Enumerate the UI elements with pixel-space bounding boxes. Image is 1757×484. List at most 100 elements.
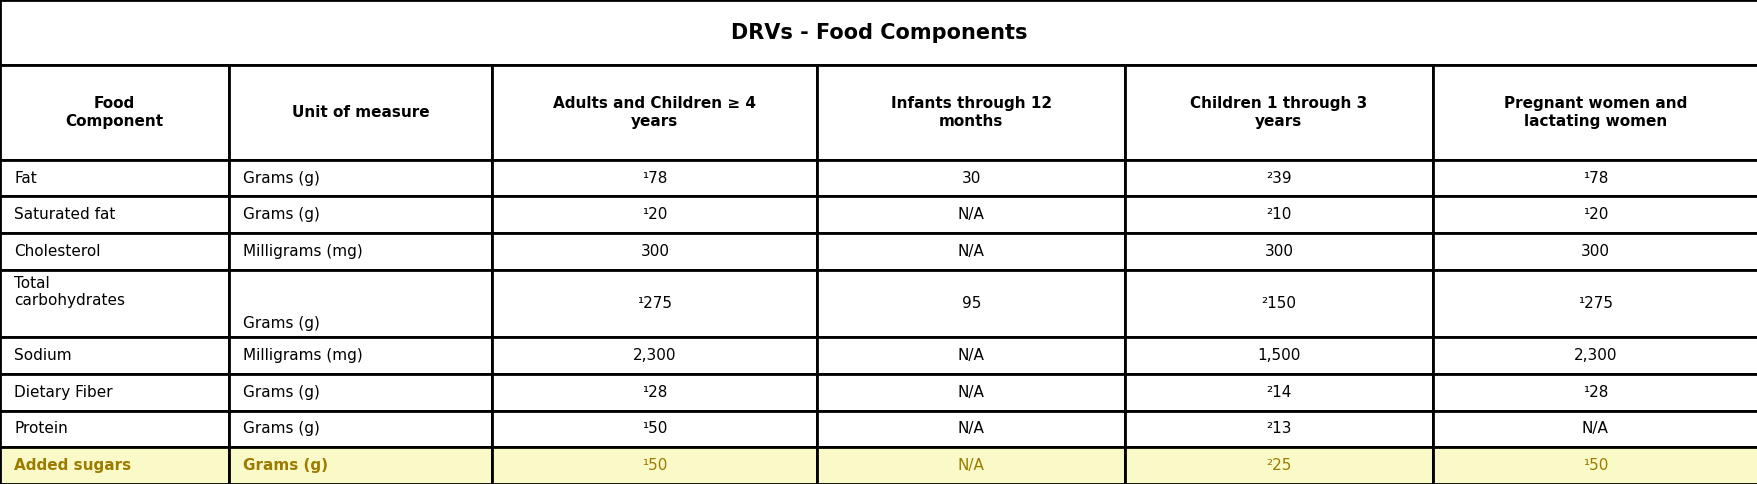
- Bar: [1124, 410, 1432, 447]
- Bar: [228, 374, 492, 410]
- Bar: [0, 65, 228, 160]
- Bar: [1124, 233, 1432, 270]
- Bar: [0, 410, 228, 447]
- Bar: [492, 233, 817, 270]
- Text: Adults and Children ≥ 4
years: Adults and Children ≥ 4 years: [553, 96, 756, 129]
- Text: 300: 300: [640, 244, 669, 259]
- Bar: [1432, 447, 1757, 484]
- Text: 300: 300: [1263, 244, 1293, 259]
- Bar: [0, 447, 228, 484]
- Bar: [1432, 337, 1757, 374]
- Bar: [817, 160, 1124, 197]
- Text: N/A: N/A: [958, 348, 984, 363]
- Bar: [817, 197, 1124, 233]
- Bar: [0, 337, 228, 374]
- Bar: [817, 410, 1124, 447]
- Text: Sodium: Sodium: [14, 348, 72, 363]
- Text: Pregnant women and
lactating women: Pregnant women and lactating women: [1502, 96, 1687, 129]
- Bar: [0, 0, 1757, 65]
- Bar: [1432, 410, 1757, 447]
- Bar: [1124, 65, 1432, 160]
- Text: ¹275: ¹275: [638, 296, 671, 311]
- Bar: [1432, 65, 1757, 160]
- Text: ¹28: ¹28: [1581, 385, 1608, 400]
- Text: ¹28: ¹28: [641, 385, 668, 400]
- Text: ¹20: ¹20: [1581, 207, 1608, 222]
- Text: 95: 95: [961, 296, 980, 311]
- Text: ²150: ²150: [1262, 296, 1295, 311]
- Bar: [492, 374, 817, 410]
- Bar: [0, 270, 228, 337]
- Bar: [817, 447, 1124, 484]
- Text: Grams (g): Grams (g): [242, 207, 320, 222]
- Text: N/A: N/A: [958, 458, 984, 473]
- Bar: [817, 270, 1124, 337]
- Text: N/A: N/A: [958, 207, 984, 222]
- Text: DRVs - Food Components: DRVs - Food Components: [731, 23, 1026, 43]
- Text: Protein: Protein: [14, 422, 69, 437]
- Text: Grams (g): Grams (g): [242, 170, 320, 185]
- Bar: [1432, 270, 1757, 337]
- Bar: [492, 160, 817, 197]
- Text: ²14: ²14: [1265, 385, 1291, 400]
- Bar: [0, 233, 228, 270]
- Text: N/A: N/A: [1581, 422, 1608, 437]
- Bar: [1432, 374, 1757, 410]
- Bar: [492, 270, 817, 337]
- Bar: [1124, 337, 1432, 374]
- Bar: [817, 337, 1124, 374]
- Text: ²13: ²13: [1265, 422, 1291, 437]
- Bar: [1124, 374, 1432, 410]
- Bar: [817, 374, 1124, 410]
- Text: 300: 300: [1580, 244, 1609, 259]
- Text: Grams (g): Grams (g): [242, 317, 320, 332]
- Text: Saturated fat: Saturated fat: [14, 207, 116, 222]
- Text: Added sugars: Added sugars: [14, 458, 132, 473]
- Bar: [817, 65, 1124, 160]
- Bar: [492, 410, 817, 447]
- Text: ¹20: ¹20: [641, 207, 668, 222]
- Bar: [1124, 160, 1432, 197]
- Text: 2,300: 2,300: [1573, 348, 1616, 363]
- Text: Grams (g): Grams (g): [242, 422, 320, 437]
- Bar: [0, 160, 228, 197]
- Text: Fat: Fat: [14, 170, 37, 185]
- Text: Food
Component: Food Component: [65, 96, 163, 129]
- Text: Grams (g): Grams (g): [242, 458, 327, 473]
- Bar: [492, 447, 817, 484]
- Text: ¹50: ¹50: [641, 422, 668, 437]
- Bar: [1432, 233, 1757, 270]
- Bar: [1124, 270, 1432, 337]
- Bar: [0, 374, 228, 410]
- Text: ²10: ²10: [1265, 207, 1291, 222]
- Bar: [228, 447, 492, 484]
- Text: Unit of measure: Unit of measure: [292, 105, 429, 120]
- Bar: [1124, 197, 1432, 233]
- Bar: [228, 233, 492, 270]
- Bar: [0, 197, 228, 233]
- Text: ¹50: ¹50: [641, 458, 668, 473]
- Text: ¹78: ¹78: [1581, 170, 1608, 185]
- Text: Grams (g): Grams (g): [242, 385, 320, 400]
- Bar: [228, 410, 492, 447]
- Text: ¹275: ¹275: [1578, 296, 1611, 311]
- Text: Infants through 12
months: Infants through 12 months: [891, 96, 1051, 129]
- Text: Milligrams (mg): Milligrams (mg): [242, 244, 362, 259]
- Text: Children 1 through 3
years: Children 1 through 3 years: [1189, 96, 1367, 129]
- Bar: [1124, 447, 1432, 484]
- Bar: [228, 160, 492, 197]
- Text: Cholesterol: Cholesterol: [14, 244, 100, 259]
- Text: ²25: ²25: [1265, 458, 1291, 473]
- Bar: [228, 337, 492, 374]
- Text: N/A: N/A: [958, 422, 984, 437]
- Bar: [1432, 160, 1757, 197]
- Text: N/A: N/A: [958, 244, 984, 259]
- Bar: [492, 65, 817, 160]
- Text: N/A: N/A: [958, 385, 984, 400]
- Text: Total
carbohydrates: Total carbohydrates: [14, 276, 125, 308]
- Bar: [492, 337, 817, 374]
- Bar: [492, 197, 817, 233]
- Bar: [1432, 197, 1757, 233]
- Bar: [228, 270, 492, 337]
- Bar: [817, 233, 1124, 270]
